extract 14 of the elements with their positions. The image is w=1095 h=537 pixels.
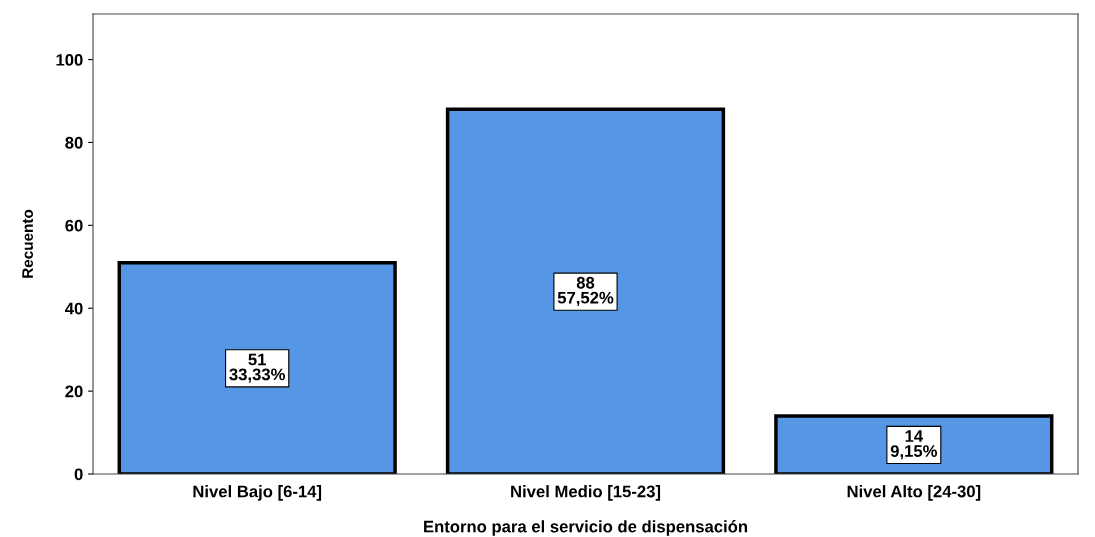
x-axis-title: Entorno para el servicio de dispensación (424, 520, 748, 536)
x-tick-label: Nivel Alto [24-30] (847, 485, 981, 501)
y-axis-title: Recuento (22, 209, 34, 278)
y-tick-label: 40 (64, 302, 83, 315)
y-tick-label: 20 (65, 385, 83, 398)
y-tick-label: 0 (74, 468, 83, 481)
data-label: 88 57,52% (557, 276, 614, 307)
data-label: 14 9,15% (890, 430, 938, 460)
y-tick-label: 60 (65, 219, 83, 232)
x-tick-label: Nivel Bajo [6-14] (193, 485, 322, 501)
data-label: 51 33,33% (229, 353, 285, 383)
y-tick-label: 80 (65, 136, 83, 149)
x-tick-label: Nivel Medio [15-23] (511, 485, 661, 501)
y-tick-label: 100 (56, 53, 83, 66)
